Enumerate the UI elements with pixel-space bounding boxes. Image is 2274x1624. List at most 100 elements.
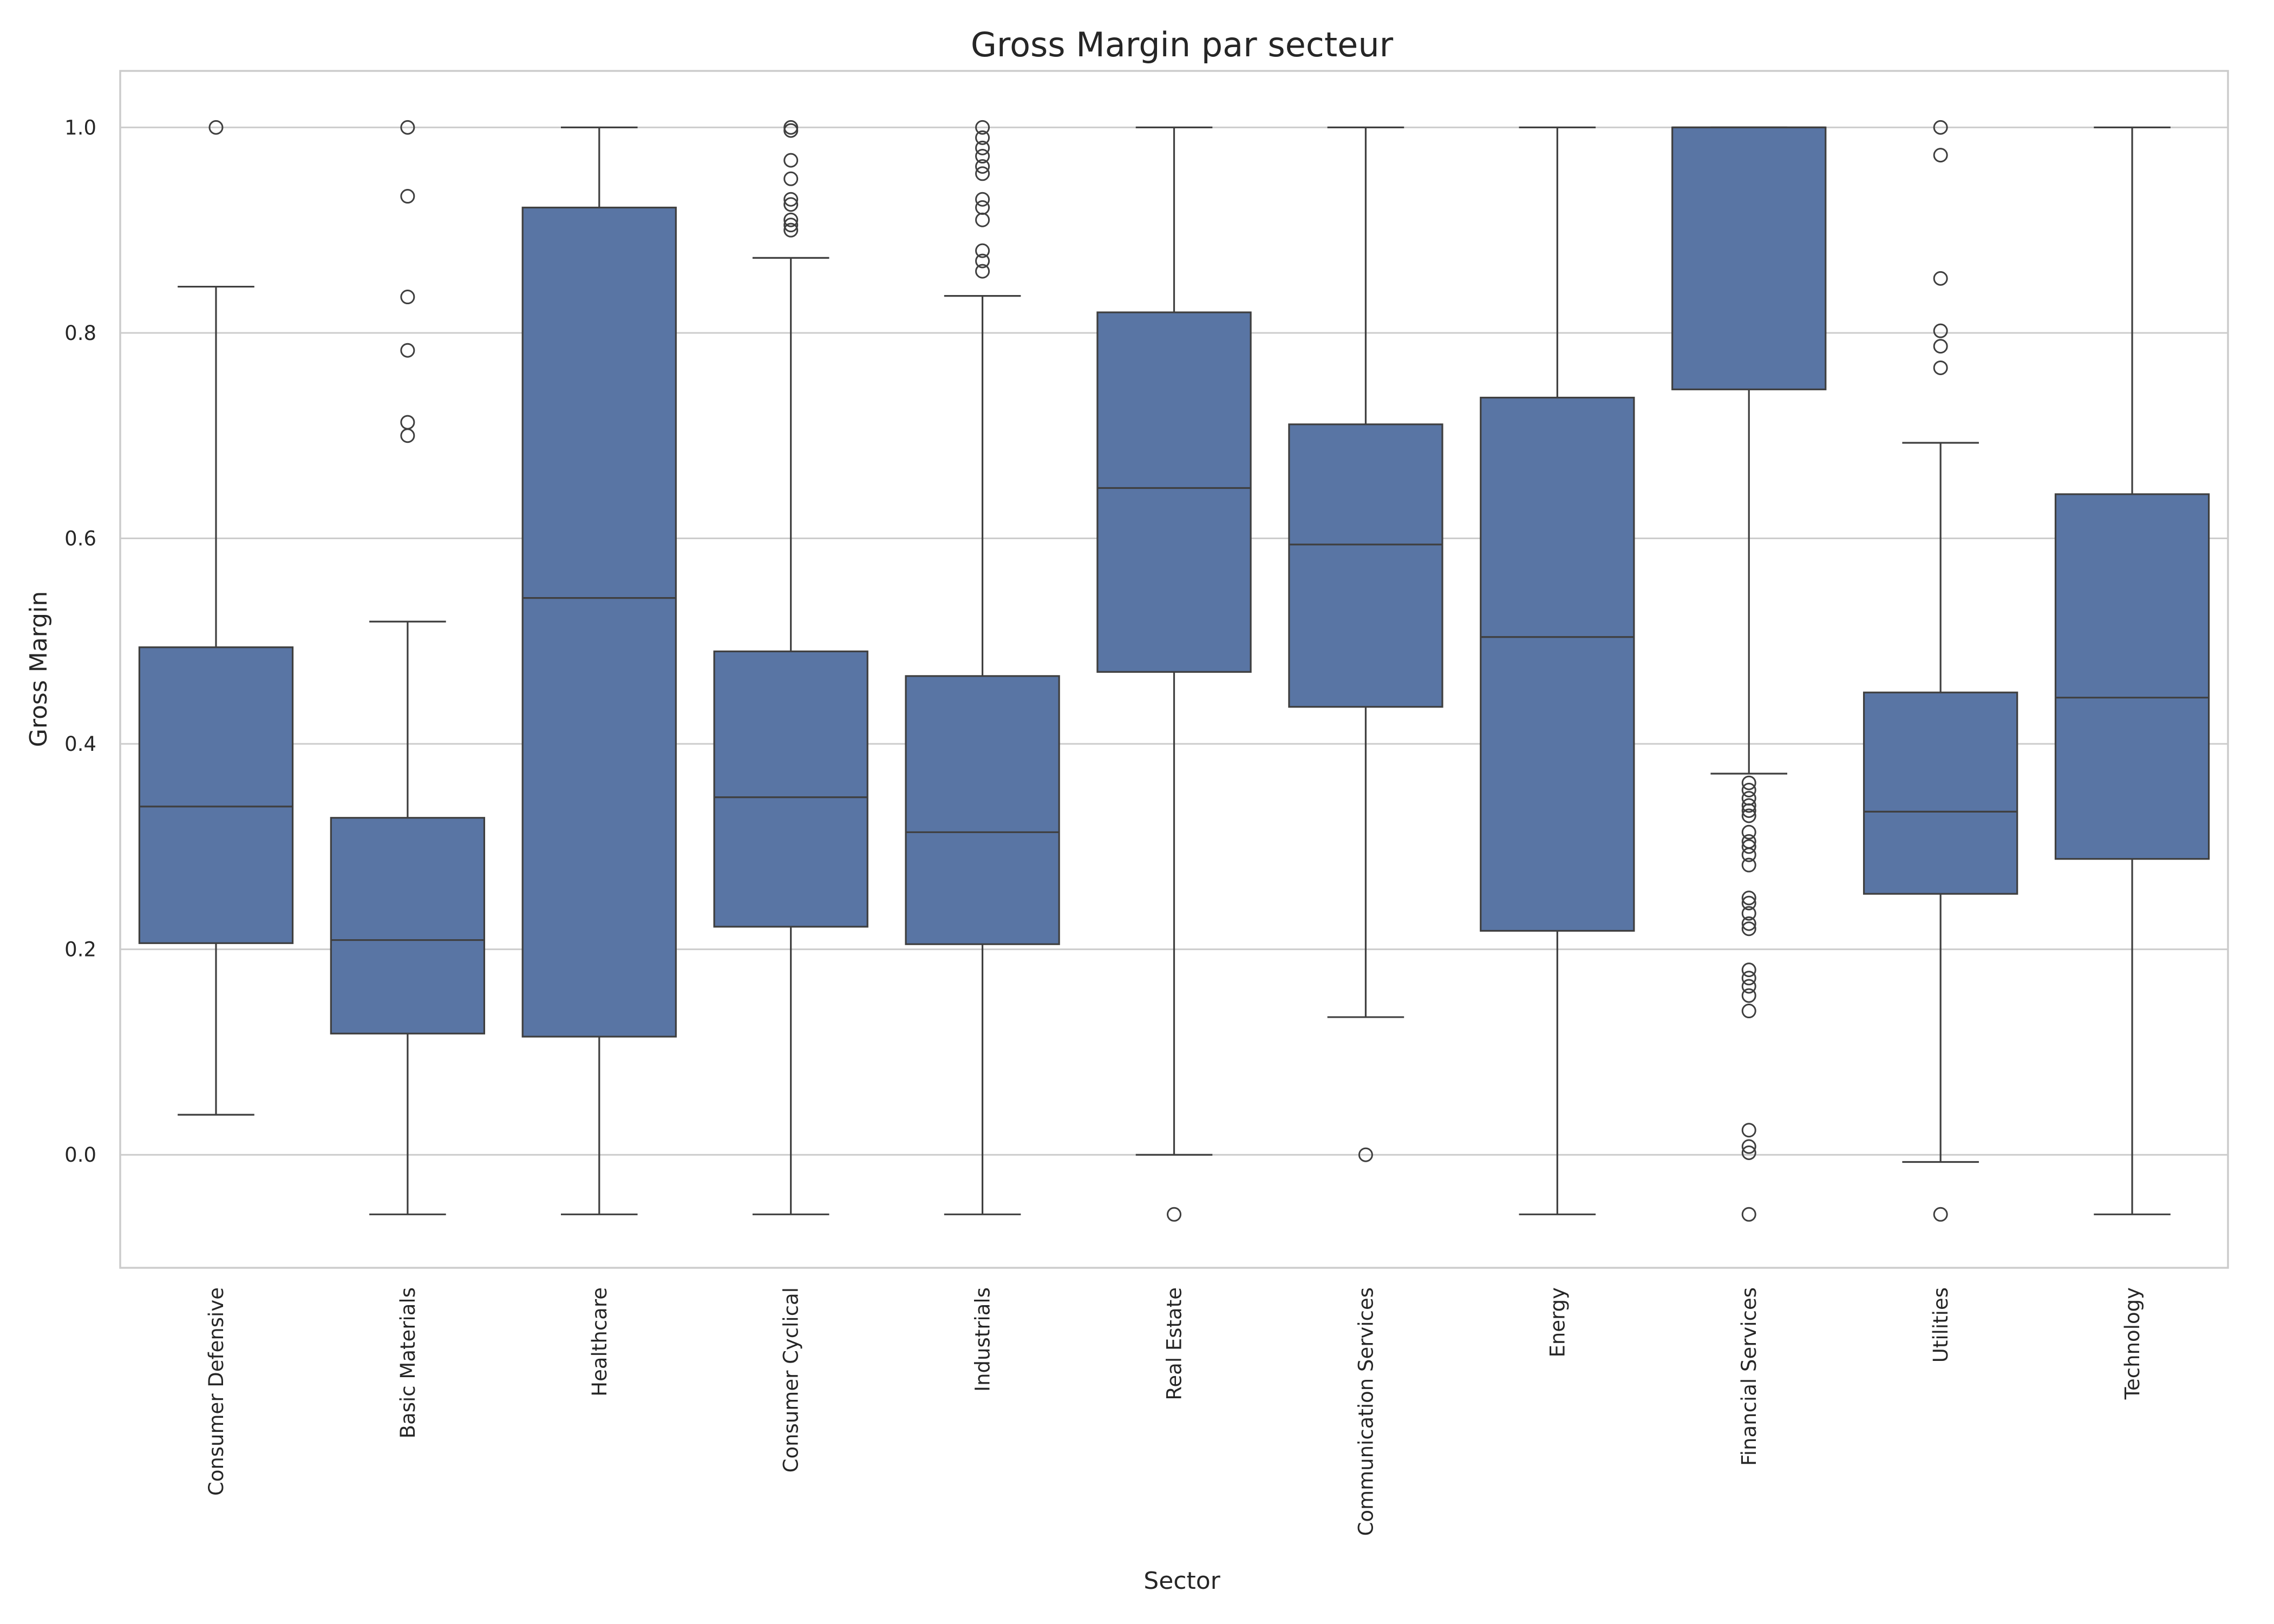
y-tick-label: 1.0 [64,116,96,139]
outlier-point [1933,323,1948,338]
box-iqr [713,650,868,928]
chart-title: Gross Margin par secteur [971,25,1394,64]
outlier-point [1741,921,1756,937]
outlier-point [1741,895,1756,911]
outlier-point [1167,1207,1181,1222]
box-group [2054,126,2210,1215]
outlier-point [975,212,990,227]
x-tick-label: Real Estate [1163,1287,1186,1400]
x-tick-label: Communication Services [1354,1287,1377,1536]
outlier-point [1741,1004,1756,1019]
outlier-point [783,218,799,233]
x-tick-label: Consumer Defensive [205,1287,228,1496]
box-iqr [1096,311,1252,673]
box-iqr [905,675,1060,945]
outlier-point [1741,808,1756,823]
outlier-point [1933,271,1948,286]
outlier-point [208,120,224,135]
outlier-point [975,243,990,258]
outlier-point [1933,1207,1948,1222]
outlier-point [975,140,990,155]
outlier-point [400,120,415,135]
outlier-point [1741,916,1756,931]
outlier-point [1741,1145,1756,1160]
y-axis-label: Gross Margin [25,591,53,747]
x-tick-label: Industrials [971,1287,995,1392]
outlier-point [1741,1207,1756,1222]
outlier-point [1741,890,1756,906]
outlier-point [1741,857,1756,873]
outlier-point [975,264,990,279]
outlier-point [1741,1123,1756,1138]
y-tick-label: 0.2 [64,938,96,961]
x-tick-label: Consumer Cyclical [780,1287,803,1472]
x-axis-label: Sector [1143,1567,1220,1595]
x-tick-label: Basic Materials [396,1287,420,1438]
outlier-point [1741,906,1756,921]
outlier-point [400,189,415,204]
outlier-point [1741,782,1756,797]
outlier-point [1933,120,1948,135]
y-tick-labels: 0.0 0.2 0.4 0.6 0.8 1.0 [64,116,96,1167]
box-group [1671,126,1827,1222]
outlier-point [1741,962,1756,978]
outlier-point [1741,988,1756,1003]
box-group [713,120,868,1215]
x-tick-label: Energy [1546,1287,1569,1358]
outlier-point [1741,847,1756,862]
box-group [905,120,1060,1215]
boxes [138,120,2210,1222]
outlier-point [1741,775,1756,790]
outlier-point [400,343,415,358]
box-group [1096,126,1252,1222]
box-group [1863,120,2018,1222]
box-iqr [1480,396,1635,932]
outlier-point [1741,971,1756,986]
y-tick-label: 0.6 [64,527,96,551]
outlier-point [1741,798,1756,813]
outlier-point [975,120,990,135]
outlier-point [1741,1139,1756,1154]
outlier-point [1358,1147,1373,1162]
box-iqr [138,646,294,944]
outlier-point [975,166,990,181]
outlier-point [1741,824,1756,840]
outlier-point [1933,360,1948,375]
outlier-point [400,428,415,443]
box-group [1288,126,1443,1162]
box-group [1480,126,1635,1215]
outlier-point [783,212,799,227]
box-iqr [521,206,677,1038]
outlier-point [975,159,990,174]
x-tick-label: Utilities [1929,1287,1952,1363]
box-group [521,126,677,1215]
outlier-point [783,171,799,186]
outlier-point [975,149,990,164]
outlier-point [975,130,990,145]
box-iqr [1863,691,2018,895]
x-tick-label: Financial Services [1737,1287,1761,1466]
outlier-point [1741,839,1756,854]
outlier-point [1933,148,1948,163]
outlier-point [1741,979,1756,994]
outlier-point [783,222,799,238]
y-tick-label: 0.0 [64,1143,96,1167]
outlier-point [975,192,990,207]
outlier-point [783,153,799,168]
box-group [138,120,294,1116]
outlier-point [783,123,799,138]
outlier-point [400,290,415,305]
box-iqr [2054,493,2210,860]
box-group [330,120,486,1215]
x-tick-label: Technology [2121,1287,2144,1400]
box-iqr [1288,423,1443,708]
x-tick-labels: Consumer Defensive Basic Materials Healthc… [205,1287,2144,1536]
outlier-point [783,197,799,212]
y-tick-label: 0.8 [64,322,96,345]
outlier-point [1741,803,1756,818]
plot-frame [119,70,2229,1269]
outlier-point [1933,339,1948,354]
y-tick-label: 0.4 [64,732,96,756]
outlier-point [975,253,990,269]
